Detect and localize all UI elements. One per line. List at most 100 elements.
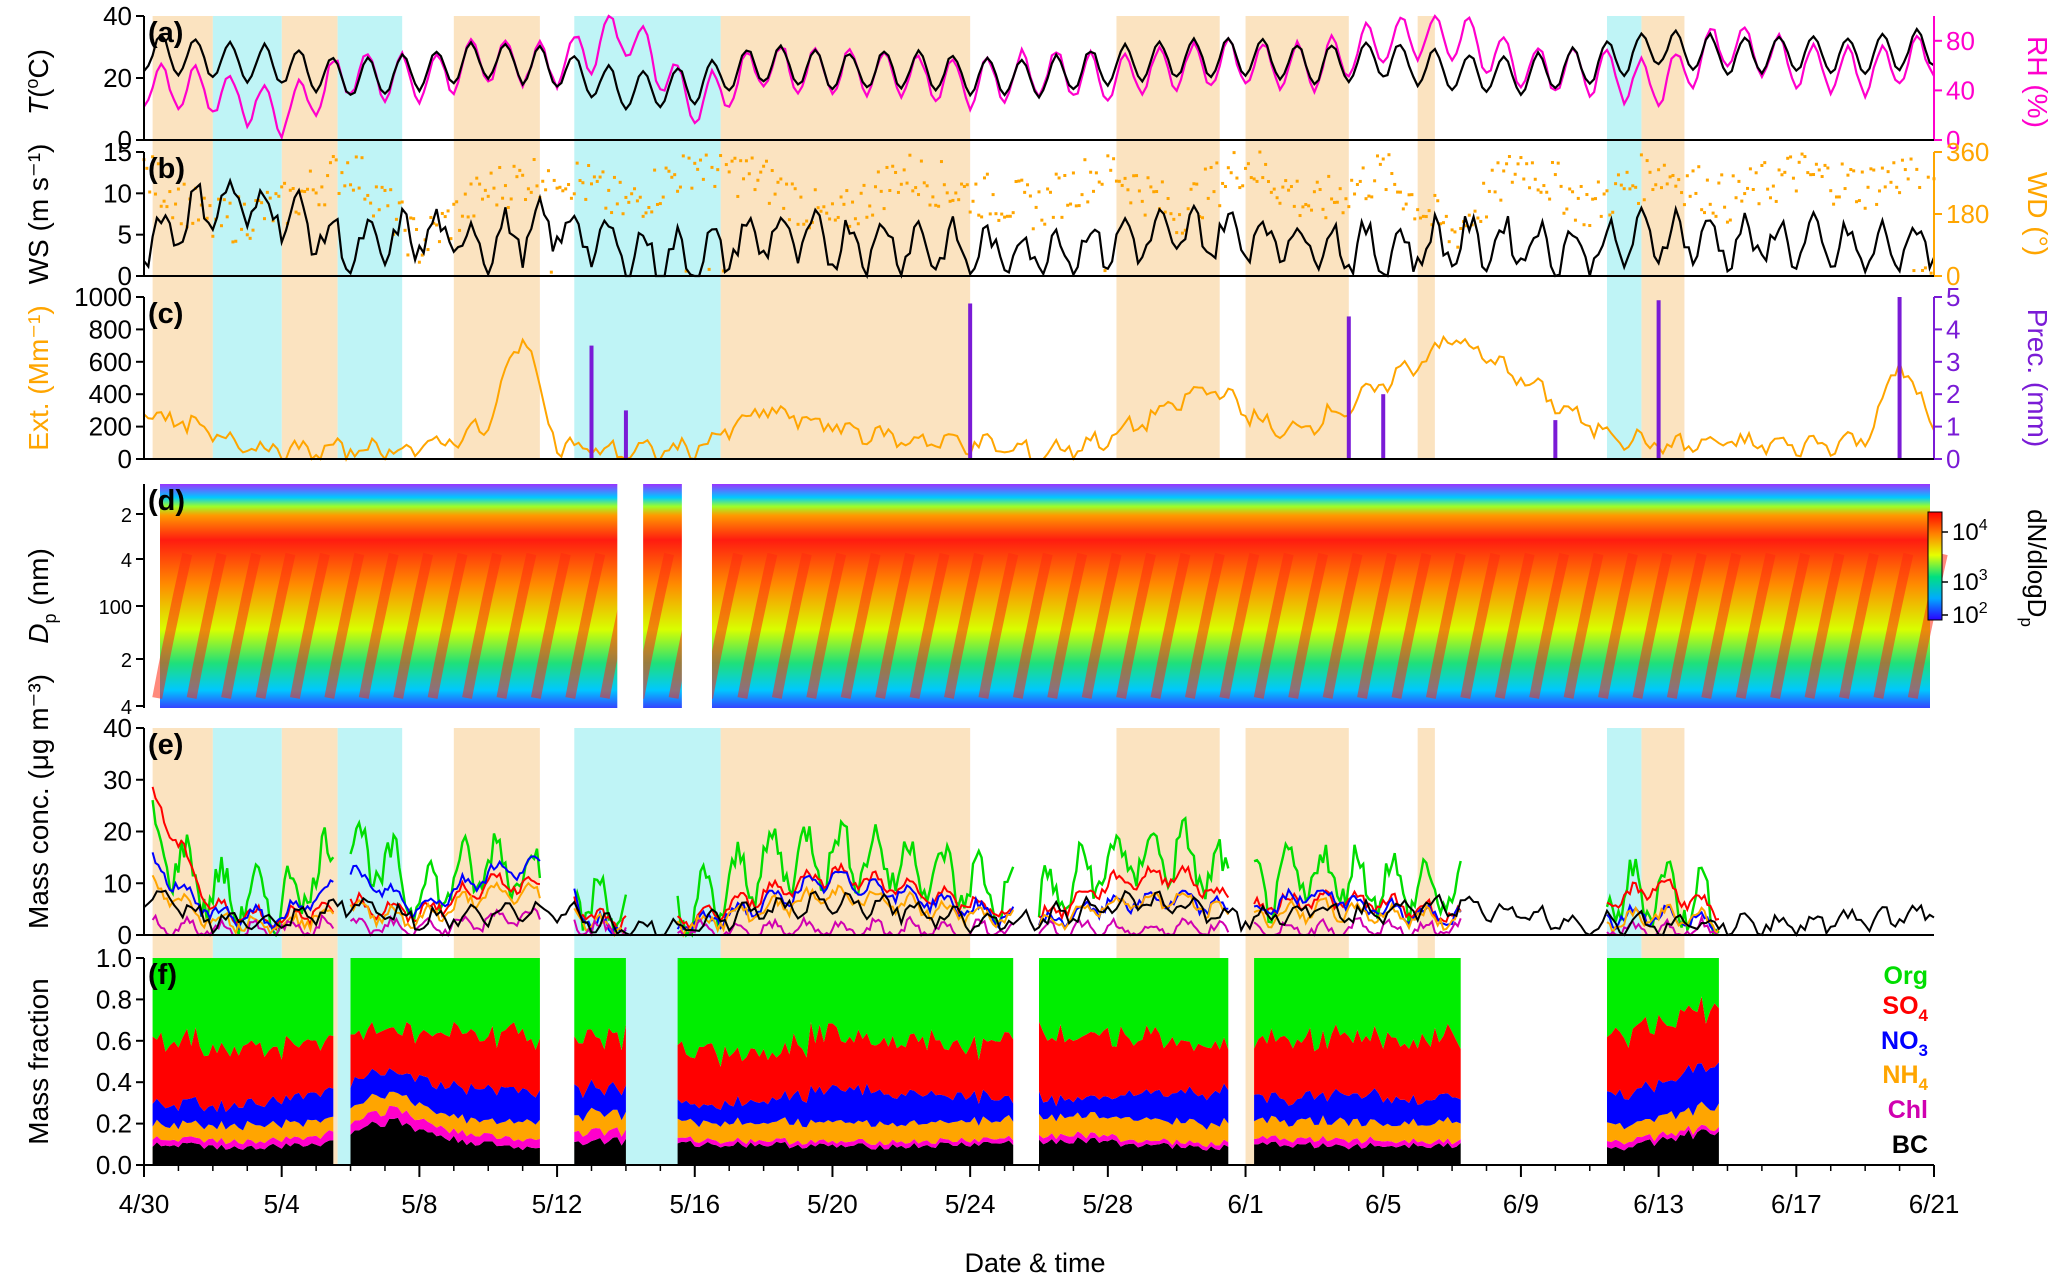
wd-point <box>1728 218 1732 222</box>
wd-point <box>1680 191 1684 195</box>
wd-point <box>1605 189 1609 193</box>
legend-entry-sub: 3 <box>1919 1041 1928 1060</box>
wd-point <box>896 190 900 194</box>
wd-point <box>836 215 840 219</box>
wd-point <box>833 218 837 222</box>
wd-point <box>1923 266 1927 270</box>
wd-point <box>518 168 522 172</box>
wd-point <box>1097 180 1101 184</box>
wd-point <box>400 200 404 204</box>
legend-entry-so: SO4 <box>1882 992 1928 1025</box>
wd-point <box>624 195 628 199</box>
area-chl <box>350 1105 540 1151</box>
area-org <box>1039 958 1229 1052</box>
wd-point <box>1375 154 1379 158</box>
wd-point <box>1490 168 1494 172</box>
area-bc <box>1607 1129 1719 1165</box>
wd-point <box>569 196 573 200</box>
nucleation-streak <box>1391 552 1432 699</box>
wd-point <box>165 205 169 209</box>
wd-point <box>1725 220 1729 224</box>
wd-point <box>601 170 605 174</box>
wd-point <box>512 164 516 168</box>
wd-point <box>1530 161 1534 165</box>
wd-point <box>753 188 757 192</box>
wd-point <box>526 187 530 191</box>
wd-point <box>988 212 992 216</box>
wd-point <box>572 192 576 196</box>
x-tick-label: 6/17 <box>1771 1189 1822 1219</box>
wd-point <box>363 197 367 201</box>
wd-point <box>1028 194 1032 198</box>
y2-tick-label: 3 <box>1946 347 1960 377</box>
y-tick-label: 40 <box>103 713 132 743</box>
polluted-episode-band <box>1116 16 1220 459</box>
nucleation-streak <box>771 552 812 699</box>
area-no3 <box>152 1087 334 1131</box>
wd-point <box>1057 176 1061 180</box>
wd-point <box>1611 210 1615 214</box>
wd-point <box>483 188 487 192</box>
series-line-no3 <box>349 855 541 918</box>
wd-point <box>633 187 637 191</box>
wd-point <box>922 181 926 185</box>
wd-point <box>1697 165 1701 169</box>
nucleation-streak <box>427 552 468 699</box>
wd-point <box>1791 176 1795 180</box>
wd-point <box>179 222 183 226</box>
wd-point <box>211 234 215 238</box>
area-bc <box>1039 1137 1229 1165</box>
wd-point <box>1347 205 1351 209</box>
wd-point <box>1307 204 1311 208</box>
y-tick-label: 2 <box>121 505 132 527</box>
wd-point <box>1355 183 1359 187</box>
wd-point <box>1301 205 1305 209</box>
wd-point <box>1705 178 1709 182</box>
wd-point <box>1209 165 1213 169</box>
area-no3 <box>574 1079 626 1122</box>
wd-point <box>825 211 829 215</box>
wd-point <box>1528 186 1532 190</box>
colorbar-label-sub: p <box>2017 617 2036 626</box>
area-no3 <box>1254 1088 1461 1127</box>
nucleation-streak <box>1494 552 1535 699</box>
legend-entry-bc: BC <box>1892 1131 1928 1159</box>
area-chl <box>152 1130 334 1150</box>
wd-point <box>1906 177 1910 181</box>
area-so4 <box>1254 1023 1461 1106</box>
y-tick-label: 0.2 <box>96 1109 132 1139</box>
wd-point <box>472 214 476 218</box>
wd-point <box>242 202 246 206</box>
wd-point <box>1401 207 1405 211</box>
wd-point <box>736 194 740 198</box>
y-tick-label: 0 <box>118 261 132 291</box>
precip-bar <box>1897 297 1902 459</box>
series-points-wd <box>142 150 1936 275</box>
wd-point <box>1226 166 1230 170</box>
wd-point <box>727 170 731 174</box>
wd-point <box>1536 188 1540 192</box>
wd-point <box>1642 198 1646 202</box>
y2-tick-label: 0 <box>1946 261 1960 291</box>
wd-point <box>1089 170 1093 174</box>
wd-point <box>171 216 175 220</box>
area-org <box>350 958 540 1050</box>
wd-point <box>773 192 777 196</box>
wd-point <box>162 199 166 203</box>
y-tick-label: 10 <box>103 178 132 208</box>
wd-point <box>529 190 533 194</box>
wd-point <box>1872 168 1876 172</box>
wd-point <box>1616 173 1620 177</box>
wd-point <box>1602 192 1606 196</box>
wd-point <box>254 199 258 203</box>
wd-point <box>1743 192 1747 196</box>
wd-point <box>1737 179 1741 183</box>
panel-label-e: (e) <box>148 729 183 761</box>
heatmap-gap <box>681 482 712 710</box>
area-chl <box>1607 1124 1719 1151</box>
wd-point <box>458 228 462 232</box>
wd-point <box>673 173 677 177</box>
nucleation-streak <box>909 552 950 699</box>
wd-point <box>635 199 639 203</box>
wd-point <box>1393 182 1397 186</box>
